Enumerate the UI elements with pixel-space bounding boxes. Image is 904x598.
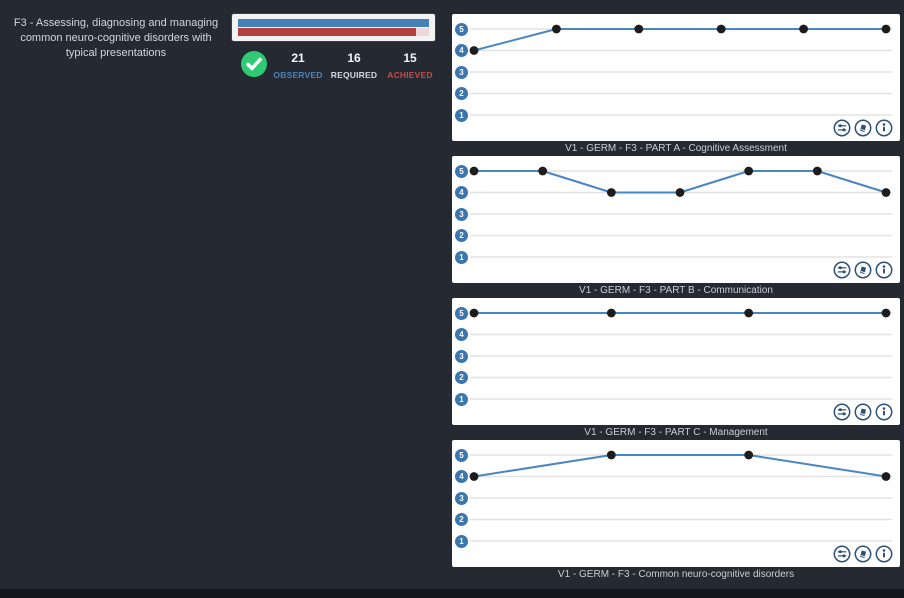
y-axis-tick-1: 1	[455, 392, 468, 406]
chart-block-part-b: 1 2 3 4 5 V1 - GERM - F3 - PART B - Communic…	[452, 156, 900, 297]
stat-observed: 21 OBSERVED	[270, 49, 326, 80]
required-value: 16	[347, 51, 361, 65]
y-axis-tick-5: 5	[455, 164, 468, 178]
achieved-progress-bar	[238, 28, 416, 36]
filter-sliders-icon[interactable]	[833, 119, 851, 137]
summary-stats: 21 OBSERVED 16 REQUIRED 15 ACHIEVED	[270, 49, 438, 80]
competency-line-chart-part-b: 1 2 3 4 5	[452, 156, 900, 283]
chart-actions	[833, 119, 893, 137]
y-axis-tick-5: 5	[455, 306, 468, 320]
y-axis-tick-5: 5	[455, 448, 468, 462]
filter-sliders-icon[interactable]	[833, 545, 851, 563]
chart-title: V1 - GERM - F3 - PART A - Cognitive Asse…	[565, 143, 787, 154]
y-axis-tick-4: 4	[455, 44, 468, 57]
observed-value: 21	[291, 51, 305, 65]
info-icon[interactable]	[875, 119, 893, 137]
logbook-icon[interactable]	[854, 119, 872, 137]
summary-panel: 21 OBSERVED 16 REQUIRED 15 ACHIEVED	[232, 14, 435, 80]
y-axis-tick-2: 2	[455, 371, 468, 384]
required-label: REQUIRED	[330, 70, 378, 80]
y-axis-tick-1: 1	[455, 534, 468, 548]
stat-achieved: 15 ACHIEVED	[382, 49, 438, 80]
y-axis-tick-1: 1	[455, 250, 468, 264]
chart-block-part-a: 1 2 3 4 5 V1 - GERM - F3 - PART A - Cognitiv…	[452, 14, 900, 155]
achieved-label: ACHIEVED	[387, 70, 433, 80]
chart-block-common-disorders: 1 2 3 4 5 V1 - GERM - F3 - Common neuro-cogn…	[452, 440, 900, 581]
filter-sliders-icon[interactable]	[833, 403, 851, 421]
info-icon[interactable]	[875, 545, 893, 563]
competency-line-chart-common-disorders: 1 2 3 4 5	[452, 440, 900, 567]
filter-sliders-icon[interactable]	[833, 261, 851, 279]
summary-row: 21 OBSERVED 16 REQUIRED 15 ACHIEVED	[232, 49, 435, 80]
info-icon[interactable]	[875, 261, 893, 279]
achieved-check-icon	[240, 50, 268, 78]
logbook-icon[interactable]	[854, 403, 872, 421]
logbook-icon[interactable]	[854, 545, 872, 563]
observed-progress-bar	[238, 19, 429, 27]
info-icon[interactable]	[875, 403, 893, 421]
logbook-icon[interactable]	[854, 261, 872, 279]
y-axis-tick-4: 4	[455, 186, 468, 199]
y-axis-tick-3: 3	[455, 65, 468, 79]
achieved-progress-track	[238, 28, 429, 36]
observed-label: OBSERVED	[273, 70, 323, 80]
chart-block-part-c: 1 2 3 4 5 V1 - GERM - F3 - PART C - Manageme…	[452, 298, 900, 439]
y-axis-tick-3: 3	[455, 349, 468, 363]
chart-actions	[833, 261, 893, 279]
chart-actions	[833, 545, 893, 563]
y-axis-tick-2: 2	[455, 87, 468, 100]
chart-title: V1 - GERM - F3 - PART C - Management	[584, 427, 768, 438]
chart-title: V1 - GERM - F3 - PART B - Communication	[579, 285, 773, 296]
progress-card	[232, 14, 435, 41]
y-axis-tick-2: 2	[455, 229, 468, 242]
y-axis-tick-4: 4	[455, 328, 468, 341]
y-axis-tick-2: 2	[455, 513, 468, 526]
chart-title: V1 - GERM - F3 - Common neuro-cognitive …	[557, 569, 795, 580]
achieved-value: 15	[403, 51, 417, 65]
chart-actions	[833, 403, 893, 421]
page-title: F3 - Assessing, diagnosing and managing …	[13, 17, 219, 59]
y-axis-tick-5: 5	[455, 22, 468, 36]
competency-line-chart-part-a: 1 2 3 4 5	[452, 14, 900, 141]
bottom-bar	[0, 589, 904, 598]
y-axis-tick-3: 3	[455, 207, 468, 221]
competency-line-chart-part-c: 1 2 3 4 5	[452, 298, 900, 425]
y-axis-tick-4: 4	[455, 470, 468, 483]
y-axis-tick-3: 3	[455, 491, 468, 505]
charts-column: 1 2 3 4 5 V1 - GERM - F3 - PART A - Cognitiv…	[452, 14, 900, 582]
y-axis-tick-1: 1	[455, 108, 468, 122]
stat-required: 16 REQUIRED	[326, 49, 382, 80]
